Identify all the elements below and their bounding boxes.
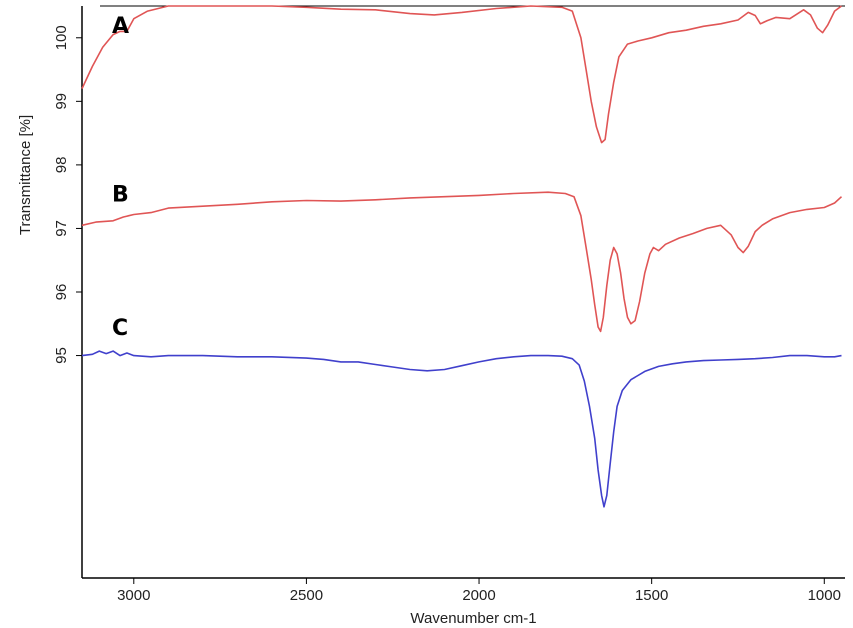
x-tick-label: 3000 — [117, 587, 150, 604]
series-line-a — [81, 5, 842, 144]
y-tick-label: 95 — [53, 347, 70, 364]
y-tick-label: 97 — [53, 220, 70, 237]
y-tick-label: 99 — [53, 93, 70, 110]
series-label-b: B — [112, 182, 129, 207]
x-tick-label: 1500 — [635, 587, 668, 604]
x-axis-label: Wavenumber cm-1 — [410, 610, 536, 627]
series-label-c: C — [112, 316, 128, 341]
series-label-a: A — [112, 14, 129, 39]
x-tick-label: 1000 — [808, 587, 841, 604]
x-tick-label: 2500 — [290, 587, 323, 604]
y-tick-label: 96 — [53, 284, 70, 301]
series-line-b — [81, 191, 843, 333]
y-tick-label: 98 — [53, 157, 70, 174]
x-axis-ticks: 3000 2500 2000 1500 1000 — [117, 578, 841, 604]
series-group — [81, 5, 843, 508]
y-tick-label: 100 — [53, 25, 70, 50]
series-line-c — [81, 350, 842, 508]
x-tick-label: 2000 — [462, 587, 495, 604]
series-labels: A B C — [112, 14, 129, 341]
y-axis-ticks: 95 96 97 98 99 100 — [53, 25, 82, 364]
y-axis-label: Transmittance [%] — [17, 115, 34, 235]
